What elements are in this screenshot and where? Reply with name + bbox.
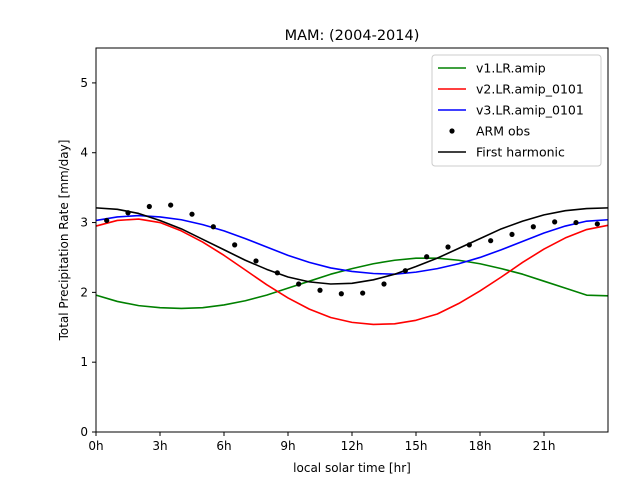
x-tick-label: 0h [88, 439, 103, 453]
series-line-4 [95, 207, 609, 285]
chart-title: MAM: (2004-2014) [285, 28, 420, 44]
legend-box [431, 54, 602, 167]
y-axis: 0 1 2 3 4 5 [80, 76, 96, 439]
obs-point [381, 281, 387, 287]
obs-point [296, 281, 302, 287]
legend-label-1: v2.LR.amip_0101 [476, 82, 584, 97]
obs-point [168, 202, 174, 208]
x-axis-label: local solar time [hr] [293, 461, 411, 475]
legend-label-3: ARM obs [476, 124, 530, 139]
y-axis-label: Total Precipitation Rate [mm/day] [57, 140, 71, 342]
obs-point [424, 254, 430, 260]
x-axis: 0h 3h 6h 9h 12h 15h 18h 21h [88, 432, 555, 453]
series-line-0 [95, 257, 609, 310]
x-tick-label: 6h [216, 439, 231, 453]
y-tick-label: 2 [80, 285, 88, 299]
y-tick-label: 4 [80, 146, 88, 160]
legend-swatch-3 [449, 128, 455, 134]
obs-point [104, 217, 110, 224]
obs-point [253, 258, 259, 264]
obs-point [530, 224, 536, 230]
obs-point [338, 291, 344, 297]
obs-point [552, 219, 558, 225]
y-tick-label: 0 [80, 425, 88, 439]
y-tick-label: 3 [80, 216, 88, 230]
series-points-3 [104, 202, 600, 297]
series-line-1 [95, 218, 609, 326]
legend-label-2: v3.LR.amip_0101 [476, 103, 584, 118]
y-tick-label: 5 [80, 76, 88, 90]
x-tick-label: 9h [280, 439, 295, 453]
obs-point [445, 244, 451, 250]
x-tick-label: 12h [341, 439, 364, 453]
legend: v1.LR.amip v2.LR.amip_0101 v3.LR.amip_0101… [431, 54, 602, 167]
y-tick-label: 1 [80, 355, 88, 369]
legend-label-4: First harmonic [476, 145, 565, 160]
obs-point [594, 221, 600, 227]
series-layer [95, 202, 609, 326]
legend-label-0: v1.LR.amip [476, 61, 546, 76]
obs-point [573, 219, 579, 226]
obs-point [509, 231, 515, 238]
obs-point [146, 203, 152, 210]
obs-point [317, 287, 323, 293]
x-tick-label: 18h [469, 439, 492, 453]
obs-point [488, 238, 494, 244]
obs-point [189, 211, 195, 217]
obs-point [232, 242, 238, 248]
obs-point [210, 224, 216, 230]
series-line-2 [95, 214, 609, 276]
obs-point [360, 290, 366, 296]
x-tick-label: 3h [152, 439, 167, 453]
x-tick-label: 21h [533, 439, 556, 453]
x-tick-label: 15h [405, 439, 428, 453]
